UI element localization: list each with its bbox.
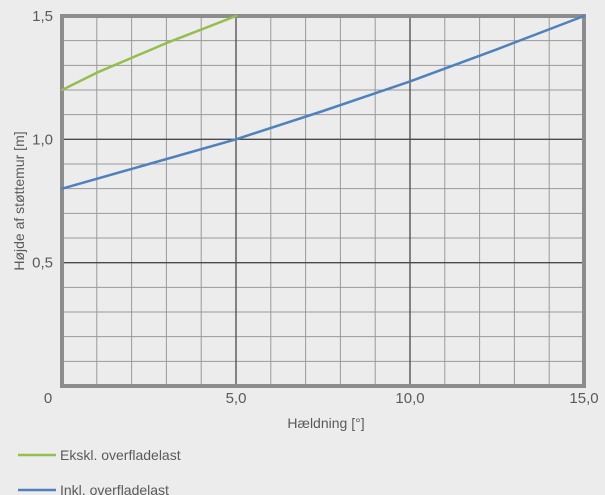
plot-frame bbox=[60, 14, 586, 388]
legend-label-2: Inkl. overfladelast bbox=[60, 482, 169, 495]
series-line-1 bbox=[60, 14, 238, 92]
major-grid bbox=[62, 16, 584, 386]
minor-grid bbox=[62, 16, 584, 386]
x-axis-label: Hældning [°] bbox=[287, 415, 364, 431]
y-tick-label: 0,5 bbox=[32, 255, 53, 272]
y-tick-labels: 0,5 1,0 1,5 bbox=[32, 8, 53, 272]
series-lines bbox=[60, 14, 586, 190]
y-tick-label: 1,0 bbox=[32, 131, 53, 148]
x-tick-label: 15,0 bbox=[569, 390, 598, 407]
legend-label-1: Ekskl. overfladelast bbox=[60, 447, 181, 463]
series-line-2 bbox=[60, 14, 586, 190]
y-tick-label: 1,5 bbox=[32, 8, 53, 25]
y-axis-label: Højde af støttemur [m] bbox=[11, 131, 27, 270]
legend: Ekskl. overfladelast Inkl. overfladelast bbox=[18, 447, 181, 495]
x-tick-label: 0 bbox=[44, 390, 52, 407]
x-tick-labels: 0 5,0 10,0 15,0 bbox=[44, 390, 599, 407]
x-tick-label: 5,0 bbox=[226, 390, 247, 407]
x-tick-label: 10,0 bbox=[395, 390, 424, 407]
